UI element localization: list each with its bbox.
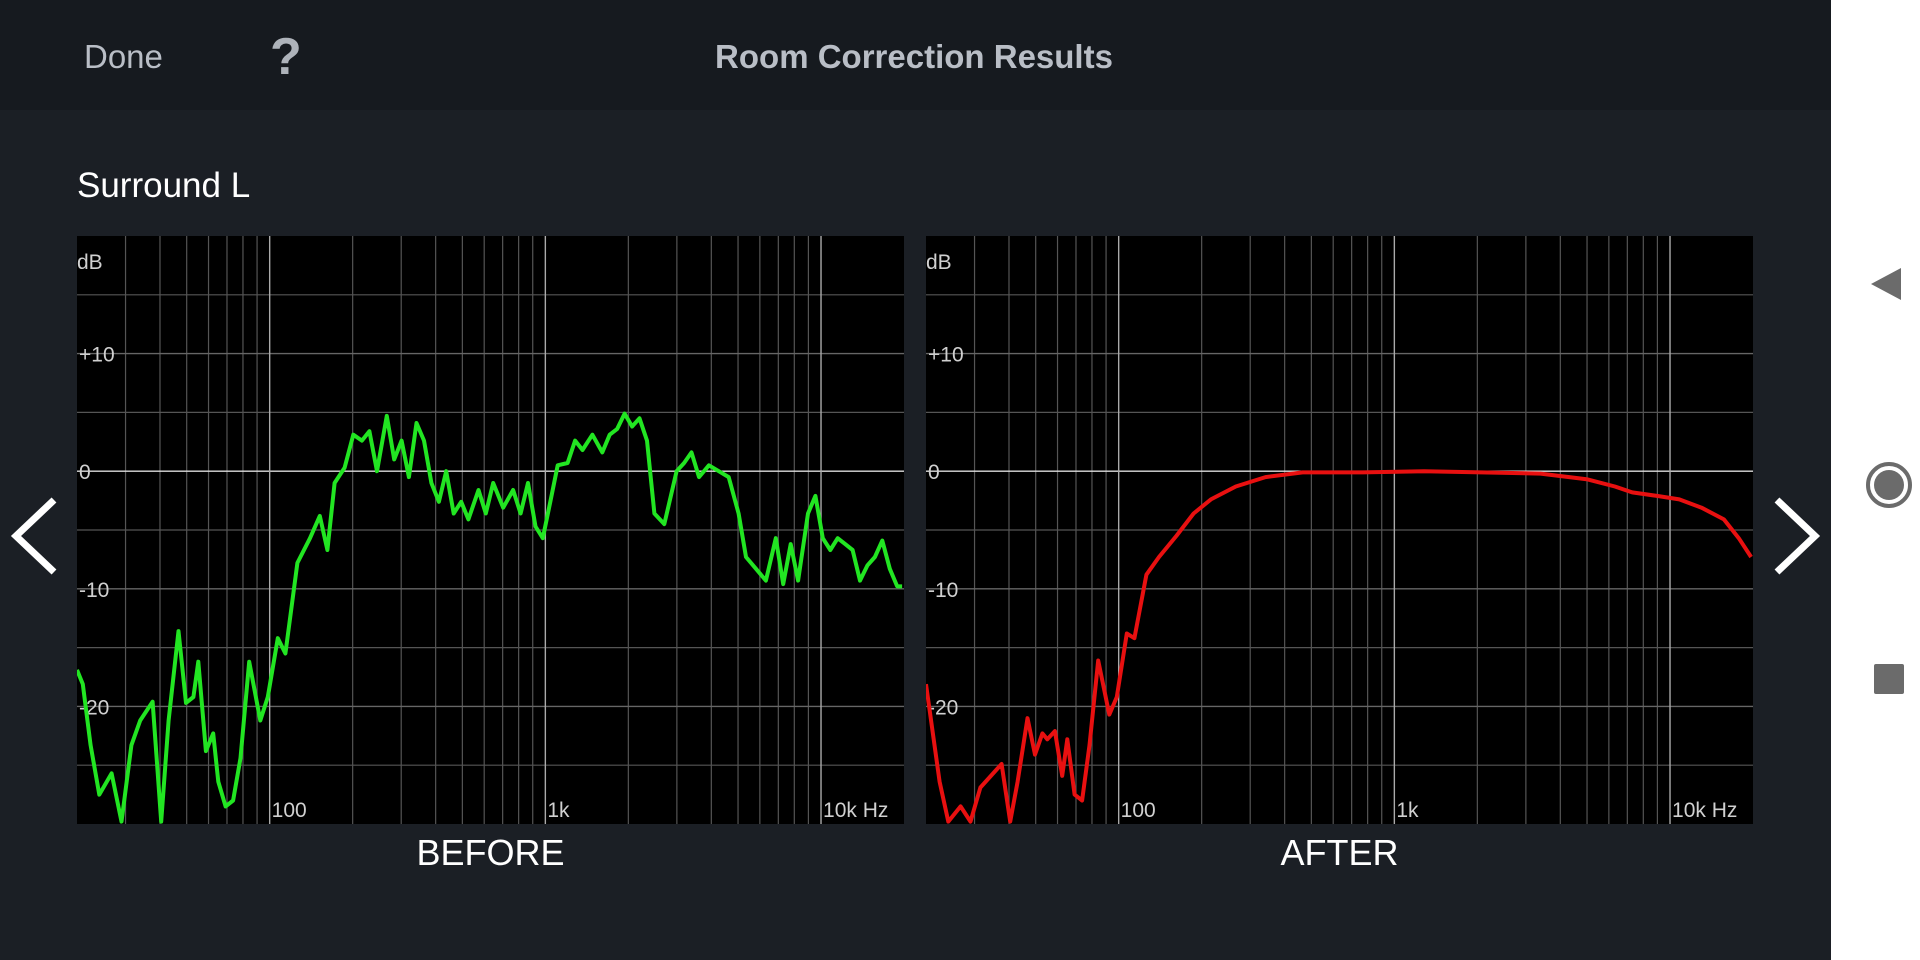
nav-bar bbox=[1831, 0, 1920, 960]
top-bar: Done ? Room Correction Results bbox=[0, 0, 1831, 110]
x-tick-label: 100 bbox=[1121, 799, 1156, 822]
x-tick-label: 1k bbox=[547, 799, 570, 822]
recents-button[interactable] bbox=[1874, 664, 1904, 694]
x-tick-label: 10k Hz bbox=[1672, 799, 1737, 822]
x-tick-label: 1k bbox=[1396, 799, 1419, 822]
y-tick-label: 0 bbox=[79, 461, 91, 484]
y-axis-label: dB bbox=[77, 251, 103, 274]
help-button[interactable]: ? bbox=[270, 28, 302, 86]
chart-label: AFTER bbox=[1280, 832, 1399, 873]
y-tick-label: -20 bbox=[928, 696, 958, 719]
back-button[interactable] bbox=[1871, 268, 1901, 300]
y-tick-label: -10 bbox=[928, 579, 958, 602]
response-line bbox=[77, 411, 903, 824]
prev-arrow bbox=[10, 497, 57, 575]
nav-icons bbox=[1866, 268, 1912, 694]
done-button[interactable]: Done bbox=[84, 38, 163, 75]
screen-title: Room Correction Results bbox=[715, 38, 1113, 75]
y-tick-label: +10 bbox=[79, 344, 115, 367]
chart-label: BEFORE bbox=[416, 832, 565, 873]
channel-name: Surround L bbox=[77, 166, 251, 205]
x-tick-label: 10k Hz bbox=[823, 799, 888, 822]
home-button[interactable] bbox=[1866, 462, 1912, 508]
y-tick-label: +10 bbox=[928, 344, 964, 367]
x-tick-label: 100 bbox=[272, 799, 307, 822]
next-arrow bbox=[1774, 497, 1821, 575]
response-line bbox=[926, 469, 1753, 824]
prev-button[interactable] bbox=[10, 496, 58, 576]
y-tick-label: -10 bbox=[79, 579, 109, 602]
response-chart: -20 -10 0 +10 100 1k 10k Hz dB bbox=[926, 236, 1753, 824]
next-button[interactable] bbox=[1773, 496, 1821, 576]
y-tick-label: 0 bbox=[928, 461, 940, 484]
y-axis-label: dB bbox=[926, 251, 952, 274]
